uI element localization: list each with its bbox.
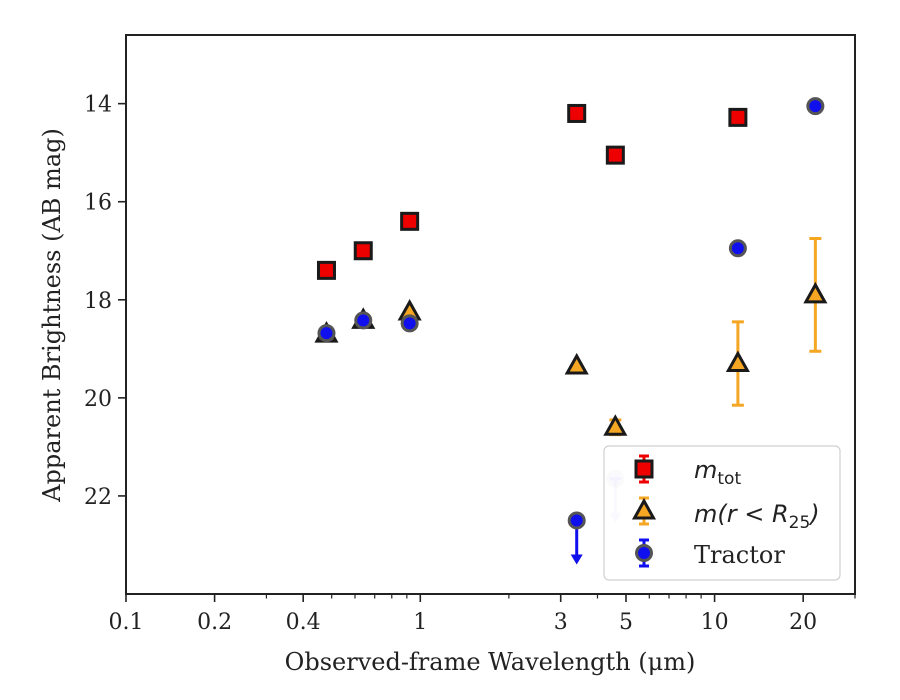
data-point-circle — [354, 311, 373, 330]
data-point-square — [400, 211, 420, 231]
legend: mtot m(r < R25) Tractor — [603, 445, 841, 581]
y-tick-label: 14 — [84, 93, 112, 118]
y-tick-label: 20 — [84, 387, 112, 412]
x-tick-label: 0.2 — [197, 610, 232, 635]
x-tick-label: 0.4 — [286, 610, 321, 635]
legend-marker — [634, 459, 654, 479]
legend-label-mr25: m(r < R25) — [694, 500, 820, 533]
data-point-square — [316, 260, 336, 280]
data-point-square — [353, 241, 373, 261]
data-point-square — [567, 103, 587, 123]
axes: 0.1 0.2 0.4 1 3 5 10 20 14 16 18 20 22 — [84, 34, 856, 635]
legend-label-tractor: Tractor — [694, 541, 785, 569]
data-point-square — [605, 145, 625, 165]
axes-frame — [125, 34, 856, 595]
legend-marker — [631, 497, 657, 520]
data-point-circle — [400, 314, 419, 333]
data-point-circle — [317, 324, 336, 343]
upper-limit-arrow-head — [570, 554, 583, 565]
legend-box — [603, 445, 841, 581]
x-tick-label: 10 — [701, 610, 729, 635]
data-point-square — [728, 107, 748, 127]
y-tick-label: 18 — [84, 289, 112, 314]
legend-handle-square — [634, 454, 654, 484]
x-axis-label: Observed-frame Wavelength (μm) — [285, 648, 696, 676]
x-tick-label: 1 — [413, 610, 427, 635]
data-point-circle — [567, 511, 586, 530]
series-0 — [316, 103, 748, 280]
x-tick-label: 0.1 — [109, 610, 144, 635]
x-tick-label: 5 — [619, 610, 633, 635]
legend-label-mtot: mtot — [694, 456, 741, 489]
data-point-triangle — [803, 281, 828, 304]
series-1 — [314, 236, 828, 437]
data-point-circle — [728, 239, 747, 258]
legend-handle-circle — [635, 538, 653, 568]
legend-handle-triangle — [631, 496, 657, 526]
y-tick-label: 16 — [84, 191, 112, 216]
data-point-triangle — [564, 352, 589, 375]
data-point-triangle — [603, 414, 628, 436]
y-axis-label: Apparent Brightness (AB mag) — [38, 128, 66, 503]
data-point-triangle — [725, 350, 750, 373]
x-tick-label: 20 — [789, 610, 817, 635]
x-tick-label: 3 — [554, 610, 568, 635]
legend-marker — [635, 544, 653, 562]
data-point-circle — [806, 97, 825, 116]
y-tick-label: 22 — [84, 485, 112, 510]
